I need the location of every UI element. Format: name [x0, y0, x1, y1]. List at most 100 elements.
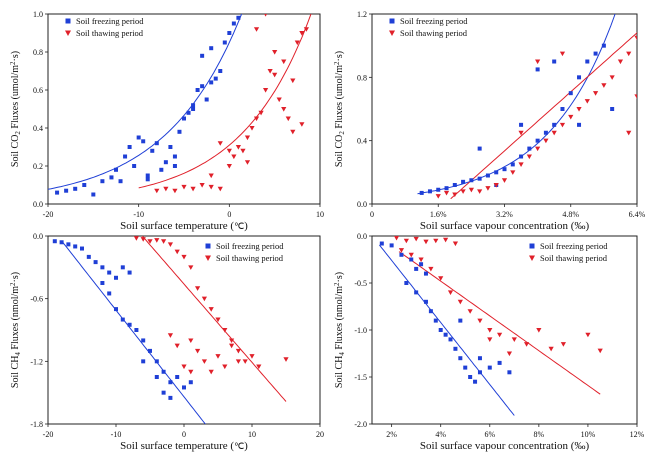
plot-area — [417, 14, 637, 200]
point-thawing — [215, 354, 221, 359]
x-tick-label: 6.4% — [629, 210, 646, 219]
y-label-part: Soil CO — [10, 135, 21, 168]
point-thawing — [272, 50, 278, 55]
point-thawing — [281, 107, 287, 112]
point-thawing — [493, 183, 499, 188]
point-thawing — [551, 130, 557, 136]
point-freezing — [438, 328, 443, 332]
x-axis-label: Soil surface vapour concentration (‰) — [420, 220, 590, 232]
y-tick-label: -1.0 — [354, 326, 367, 335]
point-freezing — [510, 162, 515, 167]
point-thawing — [526, 154, 532, 160]
point-thawing — [626, 51, 632, 57]
x-tick-label: 3.2% — [496, 210, 513, 219]
y-tick-label: 0.6 — [33, 86, 43, 95]
point-freezing — [552, 122, 557, 127]
point-freezing — [414, 290, 419, 295]
chart-panel-1: -20 -10 0 10 0.0 0.2 0.4 0.6 0.8 1.0 Soil surface … — [9, 10, 324, 232]
y-tick-label: 0.8 — [33, 48, 43, 57]
y-axis-label: Soil CO2 Fluxes (umol/m2·s) — [9, 51, 22, 167]
point-thawing — [452, 192, 458, 198]
point-freezing — [585, 59, 590, 64]
point-thawing — [263, 88, 269, 93]
point-freezing — [477, 356, 482, 361]
point-freezing — [55, 190, 60, 195]
point-freezing — [552, 59, 557, 64]
point-freezing — [127, 270, 132, 275]
y-axis-label: Soil CH4 Fluxes (nmol/m2·s) — [333, 272, 346, 388]
point-thawing — [167, 242, 173, 247]
point-thawing — [585, 332, 591, 338]
point-thawing — [208, 369, 214, 375]
legend-marker-square — [529, 243, 535, 249]
point-freezing — [118, 179, 123, 184]
point-freezing — [469, 178, 474, 183]
point-thawing — [576, 107, 582, 112]
point-freezing — [141, 338, 146, 343]
legend-label: Soil freezing period — [400, 16, 468, 26]
point-freezing — [123, 154, 128, 159]
point-freezing — [114, 275, 118, 280]
point-thawing — [190, 186, 196, 192]
legend-label: Soil freezing period — [540, 241, 608, 251]
point-freezing — [463, 365, 468, 370]
point-freezing — [427, 189, 432, 194]
x-axis-label-close: ) — [244, 440, 248, 452]
point-freezing — [593, 51, 598, 56]
point-freezing — [154, 141, 159, 146]
point-freezing — [159, 167, 164, 172]
point-thawing — [140, 237, 146, 242]
point-thawing — [452, 241, 459, 247]
point-thawing — [511, 337, 517, 342]
x-tick-label: 4.8% — [562, 210, 579, 219]
point-freezing — [52, 239, 57, 244]
point-thawing — [174, 249, 180, 255]
point-thawing — [523, 342, 530, 347]
legend-marker-square — [389, 18, 395, 24]
legend-label: Soil thawing period — [540, 253, 608, 263]
y-tick-label: 0.0 — [357, 200, 367, 209]
point-thawing — [226, 148, 232, 154]
point-freezing — [148, 348, 152, 353]
point-freezing — [507, 370, 512, 375]
point-freezing — [436, 187, 441, 192]
point-thawing — [222, 328, 228, 333]
point-thawing — [235, 145, 241, 150]
point-thawing — [215, 317, 221, 323]
point-freezing — [64, 188, 69, 193]
point-thawing — [181, 254, 187, 260]
point-freezing — [404, 281, 409, 285]
x-axis-unit-symbol: ℃ — [234, 221, 244, 231]
plot-area — [48, 14, 312, 197]
point-freezing — [120, 317, 125, 322]
point-thawing — [559, 51, 566, 57]
point-freezing — [468, 375, 473, 379]
y-axis-label: Soil CH4 Fluxes (nmol/m2·s) — [9, 272, 22, 388]
point-thawing — [408, 252, 414, 258]
point-freezing — [218, 69, 223, 73]
y-label-part: Fluxes (umol/m — [334, 65, 345, 131]
point-freezing — [527, 146, 532, 151]
point-freezing — [487, 365, 492, 370]
point-freezing — [443, 332, 448, 337]
fit-line-freezing — [48, 14, 243, 190]
point-freezing — [610, 107, 615, 111]
legend-marker-triangle — [65, 30, 71, 36]
point-freezing — [433, 318, 438, 323]
point-freezing — [66, 242, 71, 247]
x-axis-label: Soil surface temperature (℃) — [120, 220, 248, 232]
point-thawing — [199, 183, 205, 188]
point-thawing — [235, 359, 241, 364]
point-freezing — [231, 21, 236, 26]
fit-line-thawing — [398, 251, 601, 395]
point-thawing — [253, 27, 260, 32]
point-thawing — [264, 14, 268, 17]
point-thawing — [468, 187, 474, 193]
point-freezing — [458, 318, 463, 323]
point-freezing — [182, 116, 186, 121]
point-freezing — [154, 359, 159, 364]
point-freezing — [168, 380, 173, 385]
point-thawing — [548, 346, 554, 352]
point-freezing — [134, 328, 139, 332]
point-thawing — [217, 141, 223, 146]
